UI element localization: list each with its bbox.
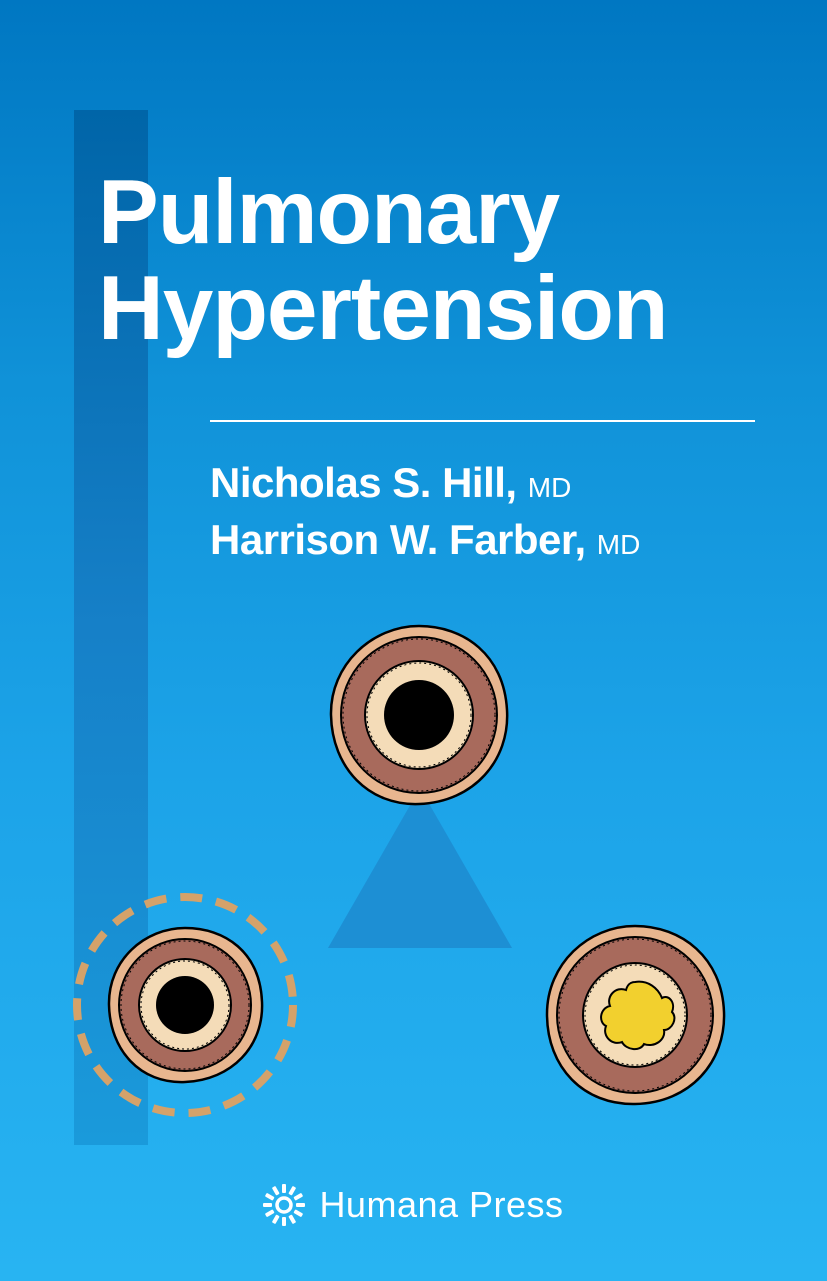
author-1: Nicholas S. Hill, MD [210, 455, 640, 512]
publisher-name: Humana Press [319, 1184, 563, 1226]
title-line-1: Pulmonary [98, 165, 668, 261]
author-name: Nicholas S. Hill, [210, 459, 517, 506]
vessel-left [100, 920, 270, 1090]
publisher-block: Humana Press [0, 1184, 827, 1226]
author-name: Harrison W. Farber, [210, 516, 586, 563]
vessel-right [540, 920, 730, 1110]
author-2: Harrison W. Farber, MD [210, 512, 640, 569]
title-divider [210, 420, 755, 422]
author-suffix: MD [528, 472, 572, 503]
book-cover: Pulmonary Hypertension Nicholas S. Hill,… [0, 0, 827, 1281]
authors-block: Nicholas S. Hill, MD Harrison W. Farber,… [210, 455, 640, 568]
vessel-top [324, 620, 514, 810]
triangle-shape [328, 788, 512, 948]
vessel-diagram [0, 600, 827, 1150]
publisher-logo-icon [263, 1184, 305, 1226]
title-line-2: Hypertension [98, 261, 668, 357]
book-title: Pulmonary Hypertension [98, 165, 668, 356]
author-suffix: MD [597, 529, 641, 560]
